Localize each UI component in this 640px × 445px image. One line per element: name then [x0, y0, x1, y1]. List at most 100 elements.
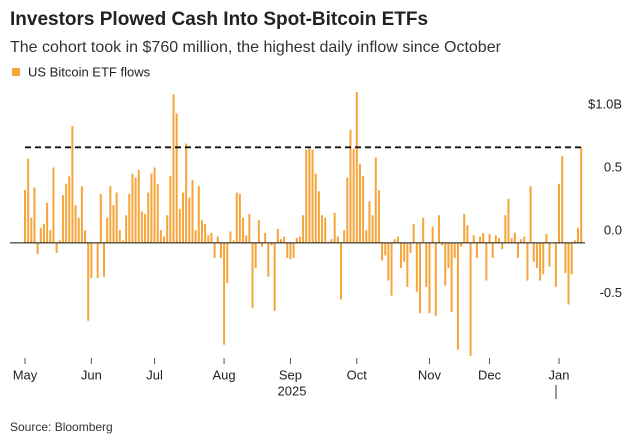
bar [137, 169, 140, 243]
bar [529, 186, 532, 243]
bar [412, 224, 415, 243]
bar [71, 125, 74, 243]
bar [46, 202, 49, 243]
bar [535, 242, 538, 268]
bar [273, 242, 276, 311]
y-tick-label: 0.5 [604, 159, 622, 174]
bar [453, 242, 456, 258]
bar [163, 236, 166, 243]
bar [460, 242, 463, 247]
bar [542, 242, 545, 275]
bar [49, 230, 52, 243]
bar [147, 192, 150, 243]
bar [444, 242, 447, 286]
bar [434, 242, 437, 316]
bar [564, 242, 567, 274]
x-tick-label: Sep [279, 367, 302, 382]
bar [567, 242, 570, 305]
bar [172, 94, 175, 243]
y-tick-label: -0.5 [600, 285, 622, 300]
bar [317, 191, 320, 243]
bar [479, 236, 482, 243]
bar [333, 212, 336, 243]
x-tick-label: Dec [478, 367, 502, 382]
bar [336, 236, 339, 243]
bar [131, 173, 134, 243]
bar [346, 177, 349, 243]
bar [194, 230, 197, 243]
bar [362, 176, 365, 243]
bar [419, 242, 421, 314]
chart-title: Investors Plowed Cash Into Spot-Bitcoin … [10, 9, 428, 30]
bar [409, 242, 412, 253]
bar [276, 229, 279, 243]
bar [513, 232, 516, 243]
bar [197, 186, 200, 243]
bar [352, 148, 355, 243]
bar [463, 213, 466, 243]
bar [447, 242, 450, 268]
bar [188, 197, 191, 243]
bar [283, 236, 286, 243]
bar [251, 242, 254, 309]
bar [204, 224, 207, 243]
x-tick-label: Nov [418, 367, 442, 382]
bar [61, 195, 64, 243]
bar [226, 242, 229, 284]
bar [68, 176, 71, 243]
bar [112, 205, 115, 243]
bar [561, 156, 564, 243]
bar [207, 235, 210, 243]
bar [570, 242, 573, 275]
bar [456, 242, 459, 350]
bar [431, 226, 434, 243]
bar [169, 176, 172, 243]
bar [488, 234, 491, 243]
bar [450, 242, 453, 312]
bar [396, 236, 399, 243]
bar [267, 242, 270, 277]
bar [305, 149, 308, 243]
bar [428, 242, 431, 314]
bar [349, 129, 352, 243]
bar [182, 192, 184, 243]
legend-label: US Bitcoin ETF flows [28, 64, 151, 79]
bar [384, 242, 387, 256]
bar [254, 242, 257, 268]
bar [140, 211, 143, 243]
bar [191, 180, 194, 243]
source: Source: Bloomberg [10, 420, 113, 434]
bar [523, 236, 526, 243]
bar [134, 177, 137, 243]
legend-swatch [12, 68, 20, 76]
bar [270, 242, 273, 246]
bar [166, 215, 169, 243]
bar [472, 235, 475, 243]
bar [58, 240, 61, 243]
bar [84, 230, 87, 243]
bar [235, 192, 238, 243]
bar [232, 240, 235, 243]
bar [292, 242, 295, 258]
bar [223, 242, 226, 345]
x-tick-label: Jul [146, 367, 163, 382]
bar [314, 173, 317, 243]
bar [257, 220, 260, 243]
bar [485, 242, 488, 281]
bar [87, 242, 90, 321]
bar [371, 215, 374, 243]
bar [109, 186, 112, 243]
bar [548, 242, 551, 267]
bar [558, 183, 561, 243]
bar [516, 242, 519, 258]
bar [381, 242, 384, 261]
y-tick-label: 0.0 [604, 222, 622, 237]
bar [80, 186, 83, 243]
bar [532, 242, 535, 262]
bar [77, 217, 80, 243]
bar [286, 242, 289, 258]
bar [324, 217, 327, 243]
bar [377, 190, 380, 243]
x-tick-label: May [13, 367, 38, 382]
